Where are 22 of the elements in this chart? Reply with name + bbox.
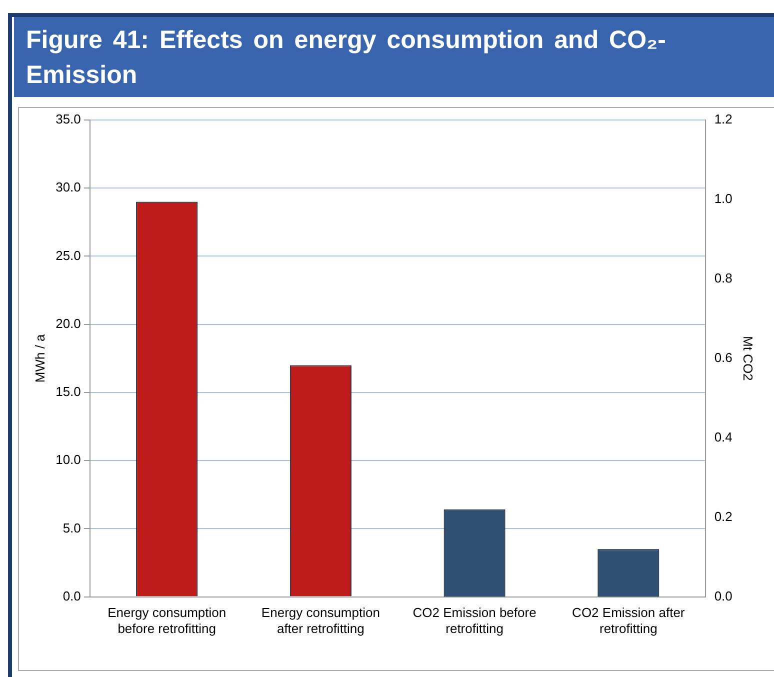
y2-tick-label: 1.2: [714, 112, 732, 127]
y-tick-label: 30.0: [56, 180, 81, 195]
y2-tick-label: 0.4: [714, 429, 732, 444]
x-tick-label: CO2 Emission before retrofitting: [412, 605, 536, 636]
y-tick-label: 0.0: [62, 588, 81, 604]
y-axis-title: MWh / a: [32, 333, 48, 383]
y2-tick-label: 0.2: [714, 508, 732, 524]
x-tick-label: Energy consumption before retrofitting: [108, 605, 226, 636]
chart-title: Figure 41: Effects on energy consumption and CO₂-Emission: [26, 25, 666, 91]
y-tick-label: 10.0: [56, 452, 81, 468]
x-tick-label: Energy consumption after retrofitting: [261, 605, 380, 636]
y2-axis-title: Mt CO2: [740, 336, 756, 381]
y2-tick-label: 1.0: [714, 191, 732, 206]
y-tick-label: 20.0: [56, 316, 81, 331]
y2-tick-label: 0.0: [714, 588, 732, 604]
y2-tick-label: 0.6: [714, 350, 732, 365]
y2-tick-label: 0.8: [714, 270, 732, 286]
y-tick-label: 25.0: [56, 248, 81, 263]
y-tick-label: 15.0: [56, 384, 81, 400]
y-tick-label: 5.0: [62, 520, 81, 536]
y-tick-label: 35.0: [56, 112, 81, 127]
x-tick-label: CO2 Emission after retrofitting: [572, 605, 686, 636]
